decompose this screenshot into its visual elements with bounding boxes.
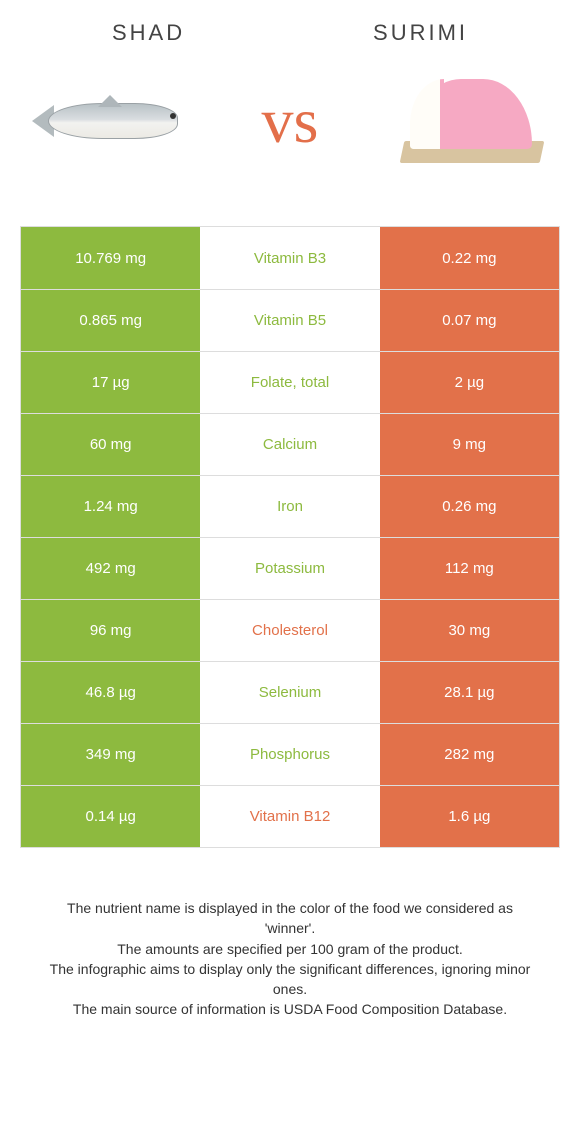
footnote-line: The main source of information is USDA F… [40, 999, 540, 1019]
shad-value: 46.8 µg [21, 662, 200, 723]
header: Shad Surimi [18, 20, 562, 46]
surimi-title: Surimi [373, 20, 468, 46]
surimi-value: 0.07 mg [380, 290, 559, 351]
shad-title: Shad [112, 20, 185, 46]
shad-image [18, 56, 208, 186]
table-row: 0.865 mgVitamin B50.07 mg [21, 289, 559, 351]
shad-value: 492 mg [21, 538, 200, 599]
nutrient-name: Vitamin B12 [200, 786, 379, 847]
table-row: 46.8 µgSelenium28.1 µg [21, 661, 559, 723]
footnote-line: The nutrient name is displayed in the co… [40, 898, 540, 939]
nutrient-name: Potassium [200, 538, 379, 599]
vs-text: vs [262, 84, 319, 158]
shad-value: 10.769 mg [21, 227, 200, 289]
nutrient-name: Selenium [200, 662, 379, 723]
nutrient-name: Phosphorus [200, 724, 379, 785]
surimi-value: 2 µg [380, 352, 559, 413]
footnote-line: The infographic aims to display only the… [40, 959, 540, 1000]
surimi-value: 28.1 µg [380, 662, 559, 723]
surimi-icon [382, 61, 552, 181]
surimi-value: 1.6 µg [380, 786, 559, 847]
shad-value: 349 mg [21, 724, 200, 785]
table-row: 492 mgPotassium112 mg [21, 537, 559, 599]
surimi-value: 30 mg [380, 600, 559, 661]
table-row: 10.769 mgVitamin B30.22 mg [21, 227, 559, 289]
surimi-value: 112 mg [380, 538, 559, 599]
table-row: 349 mgPhosphorus282 mg [21, 723, 559, 785]
nutrient-name: Calcium [200, 414, 379, 475]
footnote-line: The amounts are specified per 100 gram o… [40, 939, 540, 959]
table-row: 0.14 µgVitamin B121.6 µg [21, 785, 559, 847]
shad-value: 1.24 mg [21, 476, 200, 537]
table-row: 60 mgCalcium9 mg [21, 413, 559, 475]
table-row: 1.24 mgIron0.26 mg [21, 475, 559, 537]
nutrient-name: Vitamin B3 [200, 227, 379, 289]
shad-value: 17 µg [21, 352, 200, 413]
surimi-value: 0.22 mg [380, 227, 559, 289]
images-row: vs [18, 56, 562, 186]
nutrient-name: Iron [200, 476, 379, 537]
shad-value: 0.14 µg [21, 786, 200, 847]
surimi-value: 0.26 mg [380, 476, 559, 537]
shad-value: 96 mg [21, 600, 200, 661]
footnotes: The nutrient name is displayed in the co… [40, 898, 540, 1020]
shad-value: 60 mg [21, 414, 200, 475]
fish-icon [28, 91, 198, 151]
nutrient-name: Cholesterol [200, 600, 379, 661]
nutrient-name: Vitamin B5 [200, 290, 379, 351]
nutrient-name: Folate, total [200, 352, 379, 413]
shad-value: 0.865 mg [21, 290, 200, 351]
table-row: 96 mgCholesterol30 mg [21, 599, 559, 661]
table-row: 17 µgFolate, total2 µg [21, 351, 559, 413]
surimi-value: 282 mg [380, 724, 559, 785]
infographic-container: Shad Surimi vs 10.769 mgVitamin B30.22 m… [0, 0, 580, 1040]
nutrient-table: 10.769 mgVitamin B30.22 mg0.865 mgVitami… [20, 226, 560, 848]
surimi-image [372, 56, 562, 186]
surimi-value: 9 mg [380, 414, 559, 475]
